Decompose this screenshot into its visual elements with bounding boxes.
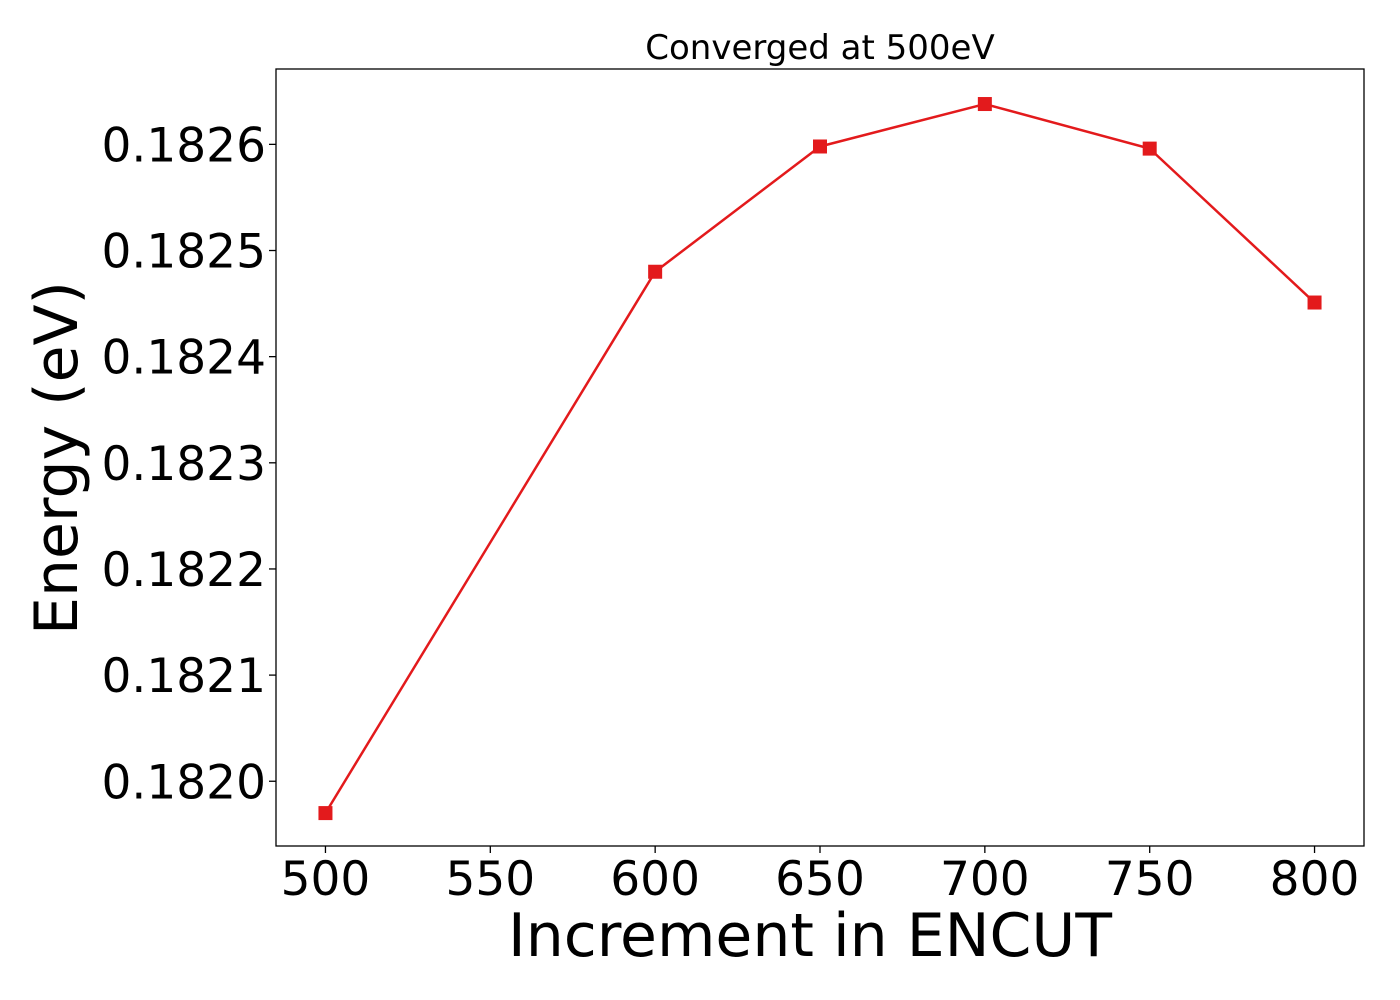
data-point-marker bbox=[318, 806, 333, 821]
plot-area bbox=[275, 68, 1365, 847]
x-tick-label: 600 bbox=[610, 852, 700, 907]
y-tick-label: 0.1825 bbox=[102, 225, 266, 280]
y-axis-ticks: 0.1820 0.1821 0.1822 0.1823 0.1824 0.1825 0.18… bbox=[102, 118, 276, 810]
data-point-marker bbox=[648, 264, 663, 279]
series-layer bbox=[318, 97, 1322, 821]
y-axis-label: Energy (eV) bbox=[22, 281, 92, 635]
x-axis-label: Increment in ENCUT bbox=[508, 901, 1112, 971]
data-point-marker bbox=[977, 97, 992, 112]
x-tick-label: 650 bbox=[775, 852, 865, 907]
series-line bbox=[324, 102, 1316, 814]
y-tick-label: 0.1824 bbox=[102, 331, 266, 386]
x-tick-label: 750 bbox=[1105, 852, 1195, 907]
y-tick-label: 0.1821 bbox=[102, 649, 266, 704]
y-tick-label: 0.1826 bbox=[102, 118, 266, 173]
chart-title: Converged at 500eV bbox=[645, 28, 994, 68]
x-tick-label: 800 bbox=[1270, 852, 1360, 907]
data-point-marker bbox=[1142, 141, 1157, 156]
data-point-marker bbox=[813, 139, 827, 154]
x-tick-label: 700 bbox=[940, 852, 1030, 907]
data-point-marker bbox=[1307, 295, 1322, 310]
x-tick-label: 550 bbox=[445, 852, 535, 907]
x-axis-ticks: 500 550 600 650 700 750 800 bbox=[281, 846, 1360, 907]
y-tick-label: 0.1820 bbox=[102, 755, 266, 810]
y-tick-label: 0.1822 bbox=[102, 543, 266, 598]
x-tick-label: 500 bbox=[281, 852, 371, 907]
y-tick-label: 0.1823 bbox=[102, 437, 266, 492]
